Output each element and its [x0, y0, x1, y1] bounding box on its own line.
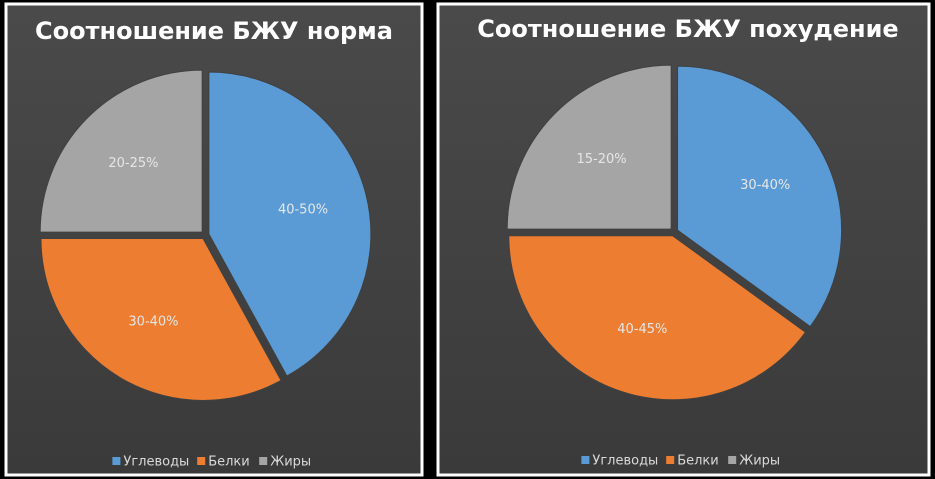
chart-title: Соотношение БЖУ похудение: [477, 15, 898, 43]
chart-title: Соотношение БЖУ норма: [35, 17, 393, 45]
pie-slice: [677, 65, 843, 328]
legend-label: Белки: [677, 454, 719, 469]
legend-label: Жиры: [270, 455, 311, 470]
slice-label: 30-40%: [740, 178, 790, 193]
pie-slice: [508, 235, 807, 401]
legend-swatch: [728, 456, 737, 464]
pie-slice: [39, 69, 203, 233]
legend-label: Углеводы: [123, 455, 189, 470]
legend-swatch: [581, 456, 590, 464]
pie-slice: [40, 237, 282, 401]
pie-slice: [208, 71, 372, 377]
legend-label: Жиры: [739, 454, 780, 469]
legend-swatch: [112, 457, 121, 465]
slice-label: 40-45%: [617, 322, 667, 337]
pie-slice: [506, 64, 672, 230]
legend-label: Белки: [208, 455, 250, 470]
legend-swatch: [197, 457, 206, 465]
slice-label: 30-40%: [128, 315, 178, 330]
legend-label: Углеводы: [592, 454, 658, 469]
slice-label: 40-50%: [278, 202, 328, 217]
slice-label: 20-25%: [108, 156, 158, 171]
legend-swatch: [666, 456, 675, 464]
legend-swatch: [259, 457, 268, 465]
slice-label: 15-20%: [577, 152, 627, 167]
